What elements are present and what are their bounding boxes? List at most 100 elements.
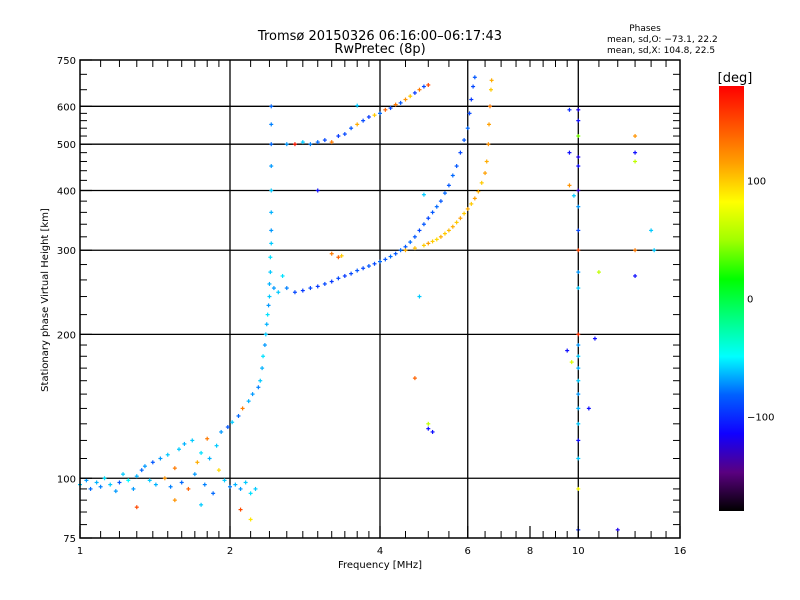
data-point — [408, 240, 413, 245]
data-point — [339, 253, 344, 258]
data-point — [383, 257, 388, 262]
data-point — [633, 248, 638, 253]
data-point — [121, 472, 126, 477]
data-point — [162, 476, 167, 481]
data-point — [366, 114, 371, 119]
data-point — [576, 378, 581, 383]
data-point — [430, 239, 435, 244]
data-point — [567, 183, 572, 188]
data-point — [182, 441, 187, 446]
data-point — [168, 484, 173, 489]
data-point — [576, 164, 581, 169]
data-point — [267, 294, 272, 299]
data-point — [253, 486, 258, 491]
data-point — [465, 126, 470, 131]
data-point — [576, 228, 581, 233]
data-point — [488, 87, 493, 92]
data-point — [276, 290, 281, 295]
data-point — [342, 273, 347, 278]
stats-x-mode: mean, sd,X: 104.8, 22.5 — [607, 46, 715, 56]
data-point — [398, 100, 403, 105]
data-point — [265, 312, 270, 317]
data-point — [378, 111, 382, 116]
data-point — [426, 216, 431, 221]
data-point — [315, 284, 320, 289]
y-tick-label: 500 — [57, 140, 76, 151]
data-point — [372, 113, 377, 118]
data-point — [421, 222, 426, 227]
data-point — [263, 332, 268, 337]
y-axis-label: Stationary phase Virtual Height [km] — [40, 208, 51, 392]
data-point — [269, 210, 274, 215]
data-point — [434, 204, 439, 209]
data-point — [207, 456, 212, 461]
data-point — [462, 138, 467, 143]
data-point — [88, 486, 93, 491]
data-point — [469, 97, 474, 102]
data-point — [393, 102, 398, 107]
data-point — [355, 268, 360, 273]
data-point — [412, 376, 417, 381]
data-point — [202, 482, 207, 487]
data-point — [487, 122, 492, 127]
data-point — [426, 421, 431, 426]
data-point — [192, 472, 197, 477]
data-point — [576, 270, 581, 275]
x-tick-label: 16 — [674, 546, 687, 557]
data-point — [426, 241, 431, 246]
data-point — [421, 84, 426, 89]
data-point — [271, 286, 276, 291]
x-tick-label: 10 — [572, 546, 585, 557]
x-tick-label: 1 — [77, 546, 83, 557]
data-point — [269, 188, 274, 193]
data-point — [412, 90, 417, 95]
data-point — [131, 486, 136, 491]
data-point — [280, 273, 285, 278]
data-point — [469, 201, 474, 206]
data-point — [284, 286, 289, 291]
data-point — [567, 150, 572, 155]
data-point — [430, 429, 435, 434]
data-point — [576, 406, 581, 411]
x-tick-label: 8 — [527, 546, 533, 557]
data-point — [438, 234, 443, 239]
data-point — [219, 429, 224, 434]
colorbar-tick-label: 100 — [747, 176, 766, 187]
data-point — [576, 486, 581, 491]
data-point — [586, 406, 591, 411]
data-point — [172, 498, 177, 503]
data-point — [388, 106, 393, 111]
y-tick-label: 100 — [57, 474, 76, 485]
y-tick-label: 75 — [63, 534, 76, 545]
data-point — [139, 468, 144, 473]
data-point — [292, 142, 297, 147]
data-point — [158, 456, 163, 461]
data-point — [269, 104, 274, 109]
data-point — [84, 478, 89, 483]
data-point — [471, 84, 476, 89]
data-point — [98, 484, 103, 489]
data-point — [349, 271, 354, 276]
data-point — [199, 502, 204, 507]
data-point — [238, 507, 243, 512]
data-point — [442, 231, 447, 236]
data-point — [388, 254, 393, 259]
data-point — [442, 191, 447, 196]
data-point — [633, 159, 638, 164]
data-point — [336, 276, 341, 281]
data-point — [355, 103, 360, 108]
data-point — [417, 87, 422, 92]
colorbar-tick-label: −100 — [747, 413, 774, 424]
data-point — [576, 286, 581, 291]
data-point — [248, 491, 253, 496]
data-point — [476, 189, 481, 194]
data-point — [383, 107, 388, 112]
data-point — [266, 303, 271, 308]
data-point — [576, 155, 581, 160]
data-point — [576, 107, 581, 112]
data-point — [446, 228, 451, 233]
data-point — [649, 228, 654, 233]
data-point — [446, 183, 451, 188]
data-point — [633, 150, 638, 155]
